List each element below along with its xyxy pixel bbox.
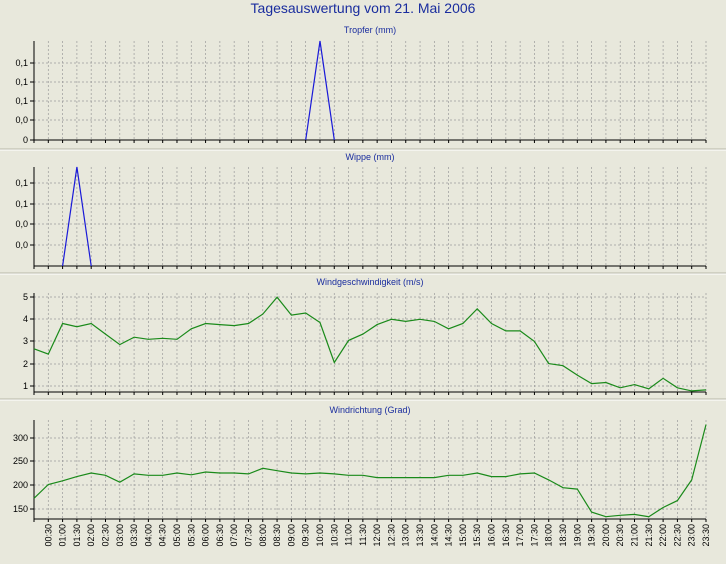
x-tick-label: 23:30 — [701, 524, 711, 547]
x-tick-label: 19:30 — [587, 524, 597, 547]
chart-panel-2: Wippe (mm) 0,0 0,0 0,1 0,1 — [0, 152, 726, 275]
x-tick-label: 05:00 — [172, 524, 182, 547]
y-tick-label: 3 — [23, 336, 28, 346]
series-line — [33, 424, 707, 518]
series-line — [62, 166, 92, 267]
series-line — [33, 296, 707, 392]
chart-panel-1: Tropfer (mm) 0 0,0 0,1 0,1 0,1 — [0, 25, 726, 151]
x-tick-label: 05:30 — [186, 524, 196, 547]
y-tick-label: 250 — [13, 456, 28, 466]
y-tick-label: 0,0 — [15, 240, 28, 250]
y-tick-label: 0,1 — [15, 96, 28, 106]
x-tick-label: 21:30 — [644, 524, 654, 547]
y-tick-label: 0,1 — [15, 58, 28, 68]
x-tick-label: 18:00 — [544, 524, 554, 547]
x-tick-label: 16:30 — [501, 524, 511, 547]
series-line — [305, 40, 335, 141]
y-tick-label: 0 — [23, 135, 28, 145]
x-tick-label: 13:00 — [401, 524, 411, 547]
x-tick-label: 20:00 — [601, 524, 611, 547]
x-tick-label: 11:30 — [358, 524, 368, 546]
x-tick-label: 13:30 — [415, 524, 425, 547]
x-tick-label: 15:30 — [472, 524, 482, 547]
chart-subtitle: Wippe (mm) — [346, 152, 395, 162]
y-tick-label: 1 — [23, 381, 28, 391]
x-tick-label: 18:30 — [558, 524, 568, 547]
chart-subtitle: Tropfer (mm) — [344, 25, 396, 35]
x-tick-label: 06:00 — [201, 524, 211, 547]
y-tick-label: 300 — [13, 433, 28, 443]
x-tick-label: 04:00 — [143, 524, 153, 547]
x-tick-label: 03:30 — [129, 524, 139, 547]
chart-panel-4: Windrichtung (Grad) 150 200 250 300 — [13, 405, 707, 522]
y-tick-label: 4 — [23, 314, 28, 324]
x-tick-label: 03:00 — [115, 524, 125, 547]
y-tick-label: 0,1 — [15, 77, 28, 87]
x-tick-label: 02:00 — [86, 524, 96, 547]
x-tick-label: 00:30 — [43, 524, 53, 547]
x-tick-label: 12:30 — [386, 524, 396, 547]
y-tick-label: 200 — [13, 480, 28, 490]
x-tick-label: 17:00 — [515, 524, 525, 547]
x-tick-label: 09:00 — [286, 524, 296, 547]
x-tick-label: 19:00 — [572, 524, 582, 547]
x-tick-label: 06:30 — [215, 524, 225, 547]
x-tick-label: 07:30 — [244, 524, 254, 547]
x-tick-label: 07:00 — [229, 524, 239, 547]
x-tick-label: 09:30 — [301, 524, 311, 547]
x-tick-label: 22:30 — [672, 524, 682, 547]
y-tick-label: 5 — [23, 292, 28, 302]
y-tick-label: 0,1 — [15, 199, 28, 209]
x-tick-label: 15:00 — [458, 524, 468, 547]
chart-subtitle: Windgeschwindigkeit (m/s) — [316, 277, 423, 287]
x-tick-label: 08:00 — [258, 524, 268, 547]
x-tick-label: 12:00 — [372, 524, 382, 547]
x-tick-label: 02:30 — [101, 524, 111, 547]
x-tick-label: 01:00 — [58, 524, 68, 547]
y-tick-label: 0,0 — [15, 219, 28, 229]
chart-subtitle: Windrichtung (Grad) — [329, 405, 410, 415]
x-tick-label: 04:30 — [158, 524, 168, 547]
x-tick-label: 23:00 — [687, 524, 697, 547]
x-tick-label: 22:00 — [658, 524, 668, 547]
x-tick-label: 16:00 — [487, 524, 497, 547]
x-tick-label: 01:30 — [72, 524, 82, 547]
x-tick-label: 10:30 — [329, 524, 339, 547]
x-tick-label: 14:30 — [444, 524, 454, 547]
x-tick-label: 08:30 — [272, 524, 282, 547]
x-tick-label: 11:00 — [344, 524, 354, 546]
x-tick-label: 21:00 — [630, 524, 640, 547]
x-tick-label: 10:00 — [315, 524, 325, 547]
y-tick-label: 2 — [23, 359, 28, 369]
chart-panel-3: Windgeschwindigkeit (m/s) 1 2 3 4 5 — [0, 277, 726, 401]
x-tick-label: 17:30 — [529, 524, 539, 547]
y-tick-label: 0,0 — [15, 115, 28, 125]
x-tick-label: 14:00 — [429, 524, 439, 547]
x-tick-label: 20:30 — [615, 524, 625, 547]
page-title: Tagesauswertung vom 21. Mai 2006 — [250, 0, 476, 16]
y-tick-label: 150 — [13, 504, 28, 514]
y-tick-label: 0,1 — [15, 178, 28, 188]
